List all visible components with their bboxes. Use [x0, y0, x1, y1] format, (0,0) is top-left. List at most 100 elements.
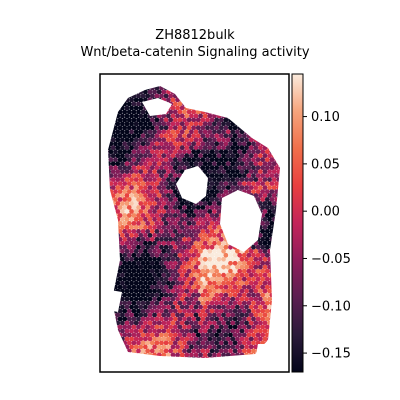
spot — [152, 217, 158, 222]
spot — [260, 197, 266, 202]
spot — [258, 336, 263, 342]
spot — [117, 252, 123, 258]
spot — [145, 364, 150, 369]
spot — [278, 205, 280, 210]
spot — [223, 181, 229, 187]
spot — [140, 348, 146, 354]
spot — [216, 280, 222, 286]
spot — [198, 233, 204, 238]
spot — [276, 328, 280, 334]
spot — [154, 276, 160, 282]
spot — [232, 157, 238, 163]
spot — [156, 177, 162, 183]
spot — [182, 165, 187, 171]
spot — [260, 276, 266, 282]
spot — [225, 352, 231, 358]
spot — [156, 240, 162, 246]
spot — [283, 317, 288, 322]
spot — [209, 221, 215, 226]
spot — [184, 121, 190, 127]
spot — [152, 169, 158, 175]
spot — [194, 361, 199, 366]
spot — [269, 276, 275, 282]
spot — [260, 364, 265, 369]
spot — [156, 336, 162, 342]
spot — [156, 153, 162, 159]
spot — [179, 137, 185, 143]
spot — [129, 312, 135, 318]
spot — [108, 237, 114, 242]
spot — [102, 209, 107, 214]
spot — [198, 137, 204, 143]
spot — [154, 348, 160, 354]
spot — [248, 89, 254, 95]
spot — [193, 264, 199, 270]
spot — [198, 256, 204, 262]
spot — [120, 145, 125, 151]
spot — [225, 185, 231, 191]
spot — [179, 344, 185, 350]
spot — [264, 205, 270, 210]
spot — [193, 280, 199, 286]
spot — [102, 329, 107, 334]
spot — [145, 268, 151, 274]
spot — [159, 165, 164, 171]
spot — [239, 121, 245, 127]
spot — [184, 280, 190, 286]
spot — [253, 86, 259, 87]
spot — [136, 356, 141, 358]
spot — [253, 256, 259, 262]
spot — [172, 229, 178, 234]
spot — [117, 157, 123, 163]
spot — [274, 237, 279, 242]
spot — [200, 133, 206, 139]
spot — [262, 121, 268, 127]
spot — [143, 320, 148, 326]
spot — [186, 332, 192, 338]
spot — [276, 209, 280, 214]
spot — [237, 308, 243, 314]
spot — [191, 332, 197, 338]
spot — [115, 248, 121, 254]
spot — [230, 344, 236, 350]
spot — [184, 201, 190, 206]
spot — [168, 165, 174, 171]
spot — [274, 157, 279, 163]
spot — [235, 105, 240, 111]
spot — [225, 89, 231, 95]
spot — [147, 264, 153, 270]
spot — [129, 161, 135, 167]
spot — [228, 165, 233, 171]
spot — [129, 193, 135, 198]
spot — [271, 105, 277, 111]
spot — [115, 264, 121, 270]
spot — [264, 332, 270, 338]
spot — [147, 336, 153, 342]
spot — [216, 336, 222, 342]
spot — [205, 197, 210, 202]
spot — [159, 364, 164, 369]
spot — [184, 217, 190, 222]
spot — [244, 86, 250, 87]
spot — [276, 177, 280, 183]
spot — [147, 240, 153, 246]
spot — [264, 244, 270, 250]
spot — [207, 86, 213, 87]
spot — [193, 209, 199, 214]
spot — [205, 93, 210, 99]
spot — [124, 296, 130, 302]
spot — [156, 248, 162, 254]
spot — [253, 336, 259, 342]
spot — [283, 357, 288, 362]
spot — [170, 86, 176, 87]
spot — [235, 280, 240, 286]
spot — [177, 324, 183, 330]
spot — [232, 300, 238, 306]
spot — [278, 197, 280, 202]
spot — [168, 109, 174, 115]
spot — [172, 292, 178, 298]
spot — [175, 233, 181, 238]
spot — [267, 233, 272, 238]
spot — [147, 145, 153, 151]
spot — [108, 244, 114, 250]
